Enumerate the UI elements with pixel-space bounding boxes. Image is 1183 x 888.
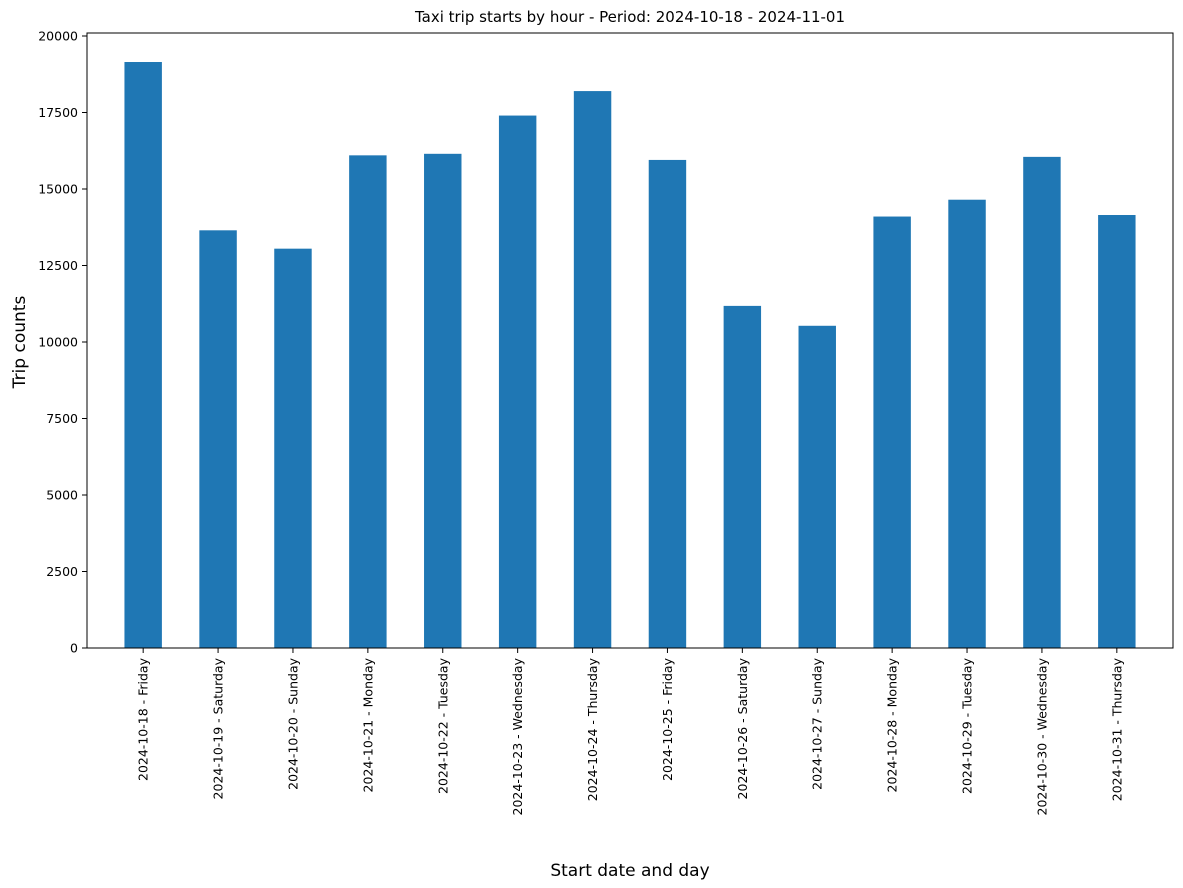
x-tick-label: 2024-10-19 - Saturday [211,657,226,799]
bar [349,155,387,648]
y-tick-label: 2500 [46,564,78,579]
x-tick-label: 2024-10-20 - Sunday [285,657,300,789]
plot-frame [86,32,1174,649]
x-tick-label: 2024-10-27 - Sunday [810,657,825,789]
x-tick-label: 2024-10-23 - Wednesday [510,657,525,815]
bar [124,62,162,648]
y-tick-label: 12500 [38,258,78,273]
y-tick-label: 10000 [38,335,78,350]
chart-title: Taxi trip starts by hour - Period: 2024-… [414,8,845,26]
x-axis: 2024-10-18 - Friday 2024-10-19 - Saturday… [136,648,1124,815]
y-tick-label: 20000 [38,29,78,44]
bar [723,305,762,648]
bars [124,62,1136,649]
bar [648,159,687,648]
y-axis-label: Trip counts [10,296,30,390]
x-tick-label: 2024-10-30 - Wednesday [1034,657,1049,815]
y-tick-label: 0 [70,641,78,656]
y-tick-label: 15000 [38,182,78,197]
x-tick-label: 2024-10-31 - Thursday [1109,657,1124,801]
bar [498,115,537,648]
x-tick-label: 2024-10-26 - Saturday [735,657,750,799]
x-tick-label: 2024-10-24 - Thursday [585,657,600,801]
x-tick-label: 2024-10-29 - Tuesday [960,657,975,794]
x-tick-label: 2024-10-25 - Friday [660,657,675,781]
y-tick-label: 7500 [46,411,78,426]
x-tick-label: 2024-10-28 - Monday [885,657,900,792]
y-tick-label: 5000 [46,488,78,503]
y-axis: 0 2500 5000 7500 10000 12500 15000 17500 20000 [38,29,87,656]
bar [274,248,312,649]
bar [798,325,836,648]
x-tick-label: 2024-10-21 - Monday [360,657,375,792]
bar [1023,156,1061,648]
bar [1098,215,1136,648]
bar [424,153,462,648]
bar [873,216,911,649]
y-tick-label: 17500 [38,105,78,120]
x-axis-label: Start date and day [550,861,709,881]
x-tick-label: 2024-10-22 - Tuesday [435,657,450,794]
bar [948,199,986,648]
bar [573,91,612,648]
x-tick-label: 2024-10-18 - Friday [136,657,151,781]
bar [199,230,237,648]
